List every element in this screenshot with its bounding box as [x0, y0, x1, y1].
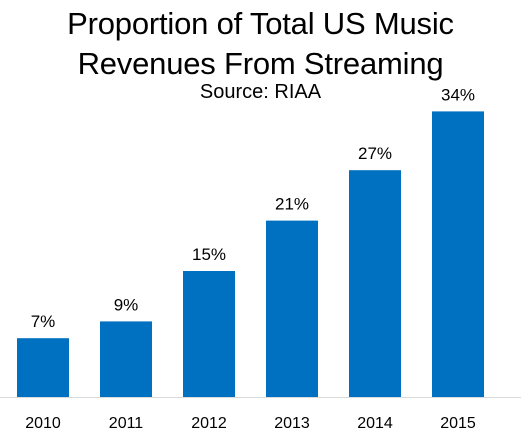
value-label-2014: 27% [358, 144, 392, 163]
value-label-2013: 21% [275, 195, 309, 214]
bar-2015 [432, 111, 484, 398]
bar-2013 [266, 220, 318, 397]
x-tick-label-2014: 2014 [357, 415, 393, 432]
value-label-2015: 34% [441, 85, 475, 104]
bar-2010 [17, 338, 69, 397]
value-label-2012: 15% [192, 245, 226, 264]
bar-2012 [183, 271, 235, 397]
x-tick-label-2010: 2010 [25, 415, 61, 432]
value-labels-group: 7% 9% 15% 21% 27% 34% [31, 85, 475, 331]
x-tick-label-2011: 2011 [109, 415, 144, 432]
chart-subtitle: Source: RIAA [199, 81, 322, 103]
x-tick-label-2015: 2015 [440, 415, 476, 432]
value-label-2011: 9% [114, 295, 139, 314]
bars-group [17, 111, 484, 398]
chart-title: Proportion of Total US Music Revenues Fr… [67, 6, 454, 81]
x-tick-labels-group: 2010 2011 2012 2013 2014 2015 [25, 415, 476, 432]
x-tick-label-2013: 2013 [274, 415, 310, 432]
bar-2014 [349, 170, 401, 397]
bar-2011 [100, 321, 152, 397]
value-label-2010: 7% [31, 312, 56, 331]
x-tick-label-2012: 2012 [191, 415, 227, 432]
